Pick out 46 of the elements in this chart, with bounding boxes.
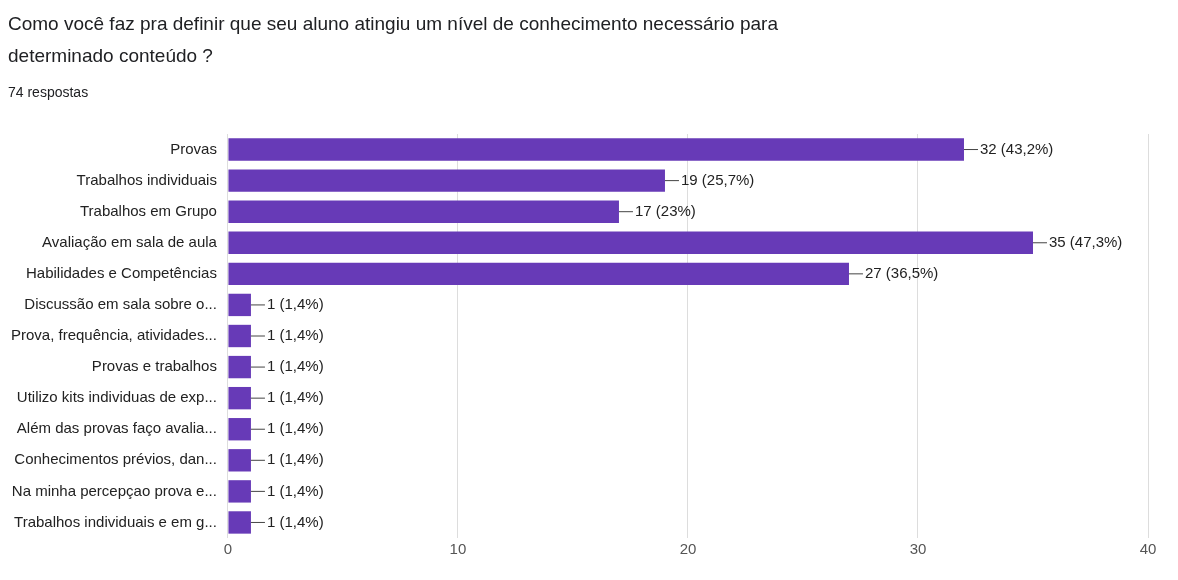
x-tick-label: 0 bbox=[223, 540, 233, 558]
bar bbox=[228, 511, 251, 534]
bar bbox=[228, 138, 964, 161]
data-label: 19 (25,7%) bbox=[680, 170, 755, 188]
y-tick-label: Além das provas faço avalia... bbox=[16, 419, 217, 437]
y-tick-label: Trabalhos individuais e em g... bbox=[14, 512, 217, 530]
bar bbox=[228, 262, 849, 286]
bar bbox=[228, 231, 1033, 254]
data-label: 35 (47,3%) bbox=[1048, 232, 1123, 250]
x-tick-label: 20 bbox=[679, 540, 697, 558]
data-label: 1 (1,4%) bbox=[266, 450, 324, 468]
bar bbox=[228, 480, 251, 503]
y-tick-label: Prova, frequência, atividades... bbox=[11, 326, 217, 344]
bar bbox=[228, 293, 251, 317]
data-label: 1 (1,4%) bbox=[266, 481, 324, 499]
data-label: 32 (43,2%) bbox=[979, 139, 1054, 157]
data-label: 1 (1,4%) bbox=[266, 512, 324, 530]
bar bbox=[228, 200, 619, 223]
y-tick-label: Trabalhos em Grupo bbox=[79, 201, 217, 219]
x-tick-label: 10 bbox=[449, 540, 467, 558]
bar bbox=[228, 324, 251, 348]
bar bbox=[228, 418, 251, 441]
data-label: 1 (1,4%) bbox=[266, 357, 324, 375]
y-tick-label: Avaliação em sala de aula bbox=[42, 232, 218, 250]
y-tick-label: Conhecimentos prévios, dan... bbox=[14, 450, 217, 468]
x-tick-label: 40 bbox=[1139, 540, 1157, 558]
y-tick-label: Provas e trabalhos bbox=[91, 357, 217, 375]
bar bbox=[228, 355, 251, 379]
y-tick-label: Utilizo kits individuas de exp... bbox=[16, 388, 217, 406]
data-label: 1 (1,4%) bbox=[266, 326, 324, 344]
data-label: 1 (1,4%) bbox=[266, 388, 324, 406]
bar bbox=[228, 386, 251, 410]
y-tick-label: Provas bbox=[170, 139, 217, 157]
data-label: 27 (36,5%) bbox=[864, 263, 939, 281]
y-tick-label: Na minha percepçao prova e... bbox=[11, 481, 217, 499]
bar bbox=[228, 449, 251, 472]
y-tick-label: Habilidades e Competências bbox=[26, 263, 217, 281]
x-tick-label: 30 bbox=[909, 540, 927, 558]
chart-title: Como você faz pra definir que seu aluno atingiu um nível de conhecimento necessário para determinado conteúdo ? bbox=[8, 12, 779, 68]
bar bbox=[228, 169, 665, 192]
data-label: 17 (23%) bbox=[634, 201, 696, 219]
data-label: 1 (1,4%) bbox=[266, 419, 324, 437]
text: 74 respostas bbox=[8, 84, 90, 100]
data-label: 1 (1,4%) bbox=[266, 295, 324, 313]
y-tick-label: Discussão em sala sobre o... bbox=[24, 295, 217, 313]
y-tick-label: Trabalhos individuais bbox=[76, 170, 217, 188]
